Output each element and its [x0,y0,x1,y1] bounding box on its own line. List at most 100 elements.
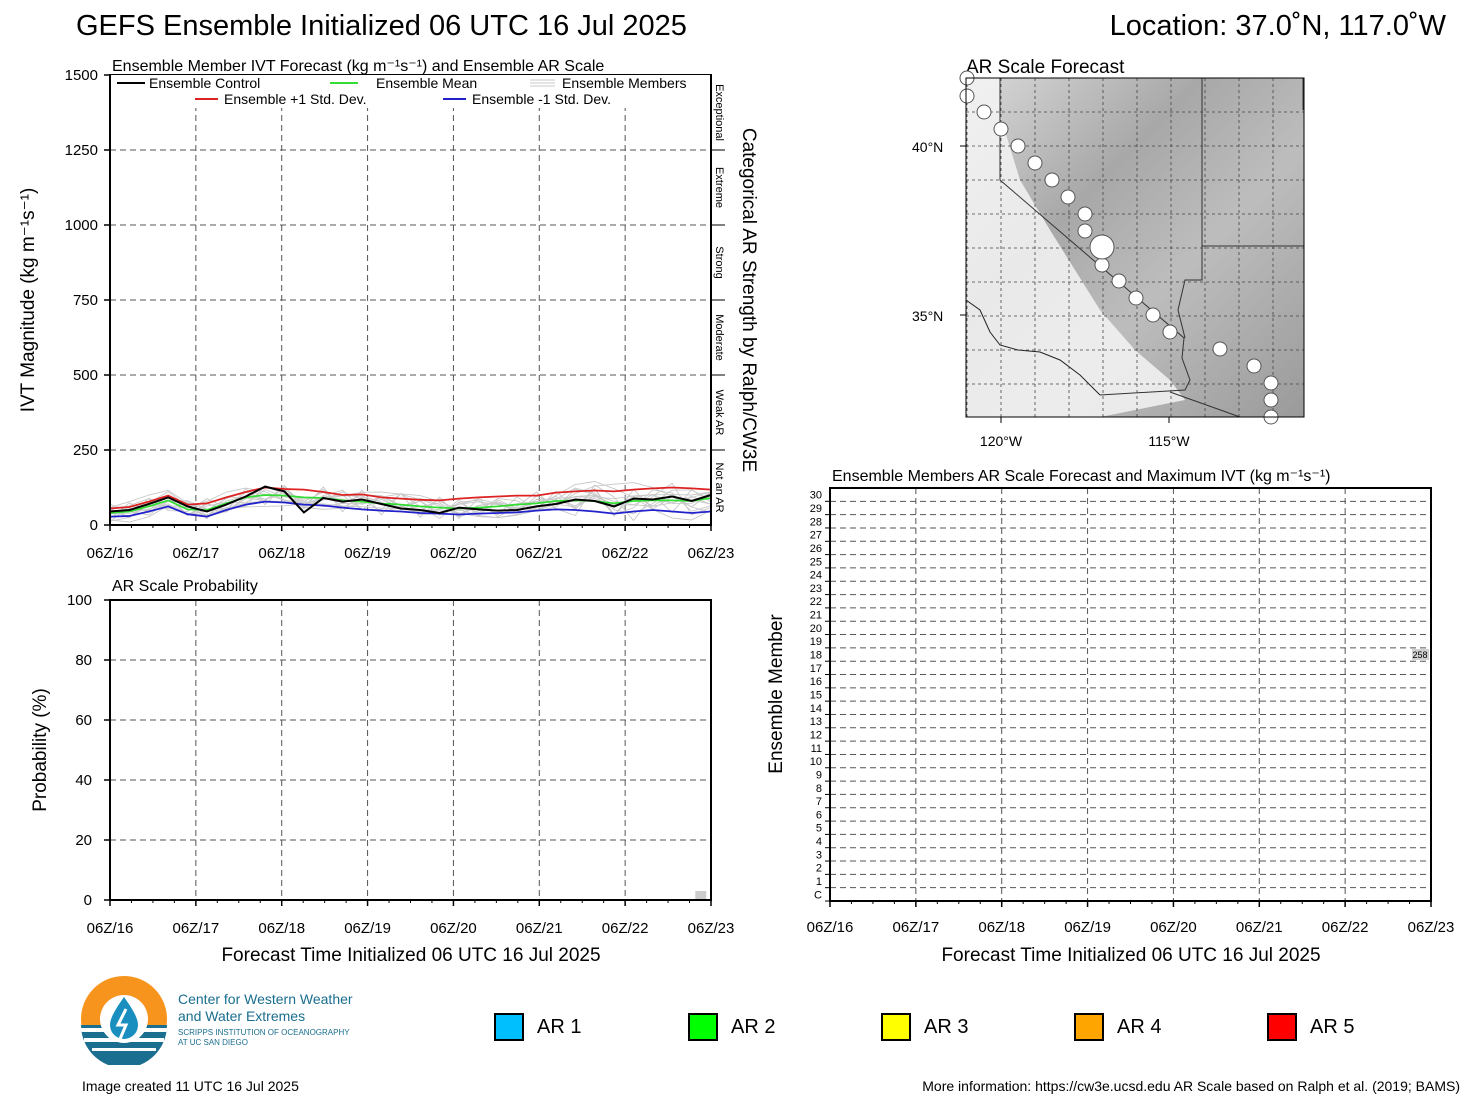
mem-row-label: 20 [810,623,822,635]
ar-legend-item-5: AR 5 [1267,1013,1354,1041]
ar2-label: AR 2 [731,1015,776,1038]
ivt-xtick-label: 06Z/19 [344,545,391,562]
ivt-chart: 0 250 500 750 1000 1250 1500 06Z/16 06Z/17 06Z/1… [18,67,759,562]
ivt-ytick-label: 1250 [65,142,98,159]
logo-line3: SCRIPPS INSTITUTION OF OCEANOGRAPHY [178,1028,350,1037]
map-track-point [1162,324,1178,340]
mem-row-label: 25 [810,556,822,568]
cw3e-logo [81,976,167,1065]
prob-bar [695,891,707,900]
ivt-right-label: Categorical AR Strength by Ralph/CW3E [738,128,759,472]
ivt-category-label: Not an AR [713,462,725,512]
prob-ytick-label: 60 [75,712,92,729]
ar3-label: AR 3 [924,1015,969,1038]
member-18-max-ivt: 258 [1412,650,1427,660]
map-track-point [1060,189,1076,205]
logo-line1: Center for Western Weather [178,991,353,1007]
prob-ytick-label: 40 [75,772,92,789]
mem-row-label: 11 [811,743,822,755]
ivt-panel-title: Ensemble Member IVT Forecast (kg m⁻¹s⁻¹)… [112,58,605,75]
member-18-cell [1412,649,1429,660]
logo-line4: AT UC SAN DIEGO [178,1038,248,1047]
mem-row-label: C [814,889,822,901]
ivt-xtick-label: 06Z/18 [258,545,305,562]
map-track-point [1212,341,1228,357]
ivt-member-line-9 [109,482,712,523]
mem-row-label: 12 [810,729,822,741]
ar-legend-item-2: AR 2 [688,1013,775,1041]
state-border-az [1177,246,1203,339]
mem-row-label: 21 [810,610,822,622]
prob-panel-title: AR Scale Probability [112,578,258,595]
mem-row-label: 27 [810,530,822,542]
mem-row-label: 23 [810,583,822,595]
ivt-xtick-label: 06Z/21 [516,545,563,562]
ar5-label: AR 5 [1310,1015,1355,1038]
map-ocean [966,78,1185,417]
members-ylabel: Ensemble Member [766,614,787,774]
state-border-ca-nv [999,78,1191,396]
mem-row-label: 7 [816,796,822,808]
logo-text: Center for Western Weather and Water Ext… [178,991,353,1048]
ar4-swatch [1074,1013,1104,1041]
ivt-xtick-label: 06Z/22 [602,545,649,562]
prob-ytick-label: 0 [84,892,92,909]
map-track-point [1263,392,1279,408]
water-drop-icon [110,997,138,1039]
prob-xtick-label: 06Z/22 [602,920,649,937]
legend-plus-label: Ensemble +1 Std. Dev. [224,91,367,107]
ivt-series-control [109,485,712,515]
mem-xtick-label: 06Z/22 [1322,919,1369,936]
ivt-series-mean [109,494,712,514]
ar-legend-item-4: AR 4 [1074,1013,1161,1041]
mem-row-label: 13 [810,716,822,728]
prob-chart: 0 20 40 60 80 100 06Z/16 06Z/17 06Z/18 06Z/19 06Z… [30,592,735,966]
members-chart: C123456789101112131415161718192021222324… [766,487,1454,966]
ivt-category-label: Moderate [713,314,725,360]
coastline [965,299,1101,396]
prob-xtick-label: 06Z/23 [688,920,735,937]
legend-mean-label: Ensemble Mean [376,75,477,91]
ar1-label: AR 1 [537,1015,582,1038]
members-title: Ensemble Members AR Scale Forecast and M… [832,468,1331,485]
lon-label-120: 120°W [980,433,1023,449]
prob-xtick-label: 06Z/21 [516,920,563,937]
mem-row-label: 15 [810,690,822,702]
legend-members-label: Ensemble Members [562,75,687,91]
ar-legend-item-1: AR 1 [494,1013,581,1041]
ivt-ylabel: IVT Magnitude (kg m⁻¹s⁻¹) [18,188,39,413]
ivt-category-label: Strong [713,246,725,278]
mem-row-label: 5 [816,823,822,835]
ar5-swatch [1267,1013,1297,1041]
map-panel: 40°N 35°N 120°W 115°W [912,70,1305,449]
lat-label-40: 40°N [912,139,943,155]
mem-row-label: 29 [810,503,822,515]
ivt-legend-box [111,75,710,108]
ivt-category-label: Exceptional [713,84,725,141]
mem-xtick-label: 06Z/20 [1150,919,1197,936]
ivt-ytick-label: 1000 [65,217,98,234]
prob-ylabel: Probability (%) [30,688,51,812]
ivt-ytick-label: 1500 [65,67,98,84]
mem-xtick-label: 06Z/21 [1236,919,1283,936]
logo-line2: and Water Extremes [178,1008,306,1024]
map-title: AR Scale Forecast [966,57,1125,78]
ivt-ytick-label: 250 [73,442,98,459]
prob-xtick-label: 06Z/19 [344,920,391,937]
map-track-point [1145,307,1161,323]
ivt-series-plus1sd [109,486,712,510]
lon-label-115: 115°W [1148,433,1190,449]
ivt-ytick-label: 500 [73,367,98,384]
map-track-point [959,88,975,104]
mem-xtick-label: 06Z/16 [807,919,854,936]
mem-row-label: 22 [810,596,822,608]
mem-row-label: 6 [816,809,822,821]
footer-info: More information: https://cw3e.ucsd.edu … [922,1078,1460,1094]
mem-row-label: 2 [816,863,822,875]
mem-row-label: 4 [816,836,822,848]
mem-row-label: 19 [810,636,822,648]
mem-row-label: 18 [810,650,822,662]
map-track-point [993,121,1009,137]
mem-row-label: 9 [816,769,822,781]
map-track-point [1128,290,1144,306]
